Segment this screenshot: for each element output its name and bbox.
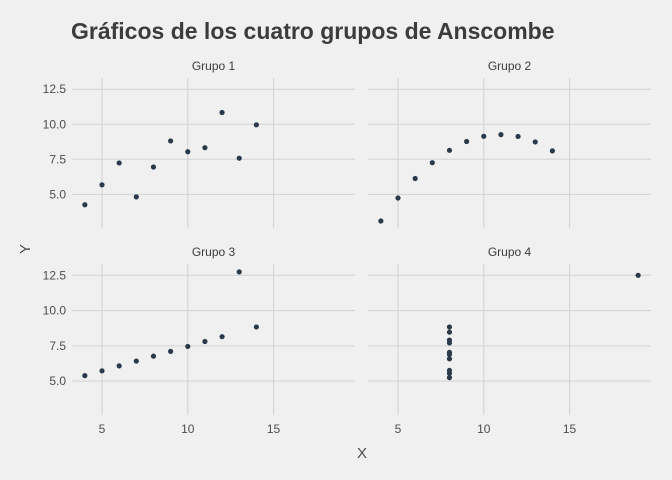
x-tick-label: 10 <box>477 422 491 436</box>
y-tick-label: 10.0 <box>43 304 67 318</box>
x-tick-label: 5 <box>99 422 106 436</box>
y-tick-label: 12.5 <box>43 82 67 96</box>
data-point <box>82 202 88 208</box>
x-tick-label: 10 <box>181 422 195 436</box>
data-point <box>446 375 453 381</box>
data-point <box>150 164 157 170</box>
data-point <box>99 368 105 374</box>
facet-panel-2: Grupo 2 <box>368 59 651 228</box>
facet-panel-1: Grupo 1 5.0 7.5 10.0 12.5 <box>43 59 355 228</box>
data-point <box>635 272 641 278</box>
y-tick-label: 10.0 <box>43 117 67 131</box>
y-tick-label: 5.0 <box>49 187 66 201</box>
data-point <box>133 194 139 200</box>
y-tick-label: 12.5 <box>43 268 67 282</box>
data-point <box>549 148 555 154</box>
x-tick-label: 15 <box>563 422 577 436</box>
data-point <box>253 122 259 128</box>
data-point <box>412 175 418 182</box>
data-point <box>219 109 225 116</box>
data-point <box>429 160 435 166</box>
x-axis-label: X <box>357 445 367 462</box>
data-point <box>253 324 259 330</box>
data-point <box>446 337 453 343</box>
data-point <box>236 269 242 275</box>
data-point <box>446 356 453 362</box>
chart-title: Gráficos de los cuatro grupos de Anscomb… <box>71 18 555 44</box>
data-point <box>168 138 174 144</box>
data-point <box>116 160 122 166</box>
data-point <box>446 329 453 335</box>
y-axis-label: Y <box>17 244 34 254</box>
facet-panel-3: Grupo 3 5.0 7.5 10.0 12.5 5 10 15 <box>43 245 355 436</box>
data-point <box>446 351 453 358</box>
data-point <box>168 348 174 354</box>
data-point <box>498 132 504 138</box>
data-point <box>446 324 453 330</box>
data-point <box>202 338 208 345</box>
data-point <box>378 218 384 224</box>
y-tick-label: 5.0 <box>49 374 66 388</box>
data-point <box>133 358 139 364</box>
data-point <box>202 145 208 151</box>
facet-strip-label: Grupo 1 <box>192 59 236 73</box>
data-point <box>481 133 487 139</box>
data-point <box>446 147 453 153</box>
facet-strip-label: Grupo 3 <box>192 245 236 259</box>
facet-strip-label: Grupo 4 <box>488 245 532 259</box>
data-point <box>464 138 470 145</box>
y-tick-label: 7.5 <box>49 339 66 353</box>
data-point <box>82 373 88 379</box>
data-point <box>185 149 191 155</box>
data-point <box>116 363 122 369</box>
data-point <box>532 139 538 145</box>
data-point <box>185 343 191 350</box>
data-point <box>150 353 157 359</box>
data-point <box>395 195 401 201</box>
data-point <box>446 370 453 376</box>
data-point <box>236 155 242 161</box>
facet-panels: Grupo 1 5.0 7.5 10.0 12.5 Grupo 2 Grupo 3 5.0 7.… <box>43 59 651 436</box>
data-point <box>515 133 521 140</box>
data-point <box>219 334 225 340</box>
y-tick-label: 7.5 <box>49 152 66 166</box>
x-tick-label: 5 <box>395 422 402 436</box>
facet-panel-4: Grupo 4 5 10 15 <box>368 245 651 436</box>
x-tick-label: 15 <box>267 422 281 436</box>
facet-strip-label: Grupo 2 <box>488 59 532 73</box>
data-point <box>99 182 105 188</box>
